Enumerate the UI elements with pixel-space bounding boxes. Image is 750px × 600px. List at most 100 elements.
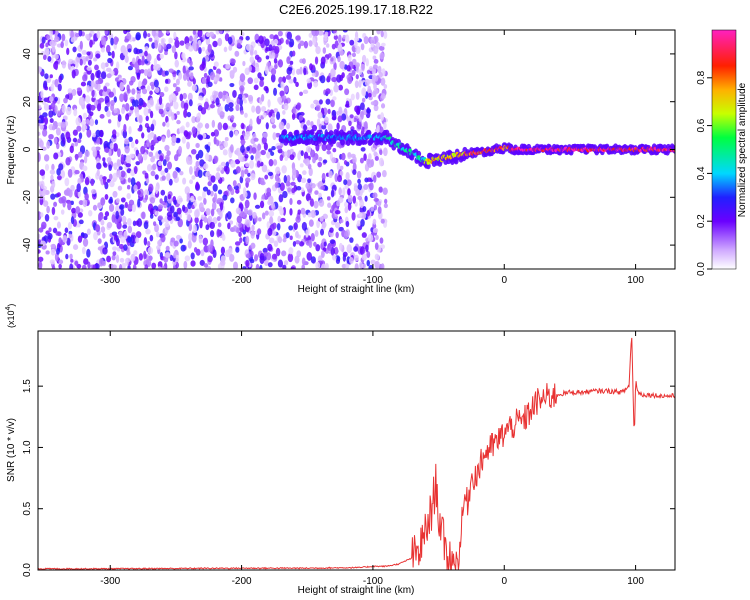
spectrogram-cell bbox=[253, 192, 257, 200]
spectrogram-cell bbox=[93, 231, 98, 241]
spectrogram-cell bbox=[82, 198, 88, 208]
spectrogram-cell bbox=[326, 150, 331, 155]
spectrogram-cell bbox=[245, 259, 250, 267]
spectrogram-cell bbox=[50, 174, 54, 181]
spectrogram-cell bbox=[58, 163, 64, 171]
spectrogram-cell bbox=[262, 247, 268, 254]
spectrogram-cell bbox=[108, 203, 115, 212]
spectrogram-cell bbox=[102, 160, 106, 167]
spectrogram-cell bbox=[339, 170, 344, 177]
spectrogram-cell bbox=[182, 73, 187, 81]
colorbar-gradient bbox=[711, 29, 737, 270]
spectrogram-cell bbox=[67, 168, 73, 178]
spectrogram-cell bbox=[198, 202, 204, 211]
spectrogram-cell bbox=[347, 54, 352, 62]
spectrogram-cell bbox=[38, 119, 44, 124]
spectrogram-cell bbox=[53, 201, 58, 207]
spectrogram-cell bbox=[240, 31, 245, 37]
spectrogram-x-tick-label: -100 bbox=[363, 275, 383, 286]
spectrogram-cell bbox=[264, 174, 269, 180]
spectrogram-cell bbox=[135, 112, 140, 118]
spectrogram-cell bbox=[240, 169, 245, 178]
spectrogram-cell bbox=[239, 97, 243, 107]
spectrogram-cell bbox=[58, 259, 64, 265]
spectrogram-cell bbox=[113, 108, 118, 114]
spectrogram-cell bbox=[330, 189, 335, 198]
spectrogram-cell bbox=[373, 197, 379, 202]
spectrogram-cell bbox=[278, 121, 285, 130]
spectrogram-cell bbox=[349, 114, 354, 119]
spectrogram-cell bbox=[318, 156, 323, 162]
spectrogram-cell bbox=[96, 138, 101, 145]
spectrogram-cell bbox=[360, 130, 364, 137]
spectrogram-cell bbox=[291, 67, 296, 76]
spectrogram-cell bbox=[207, 181, 212, 187]
spectrogram-cell bbox=[49, 74, 53, 79]
spectrogram-cell bbox=[96, 30, 101, 39]
spectrogram-cell bbox=[290, 181, 296, 186]
spectrogram-cell bbox=[316, 219, 320, 229]
spectrogram-cell bbox=[131, 99, 136, 107]
spectrogram-cell bbox=[56, 247, 60, 255]
spectrogram-cell bbox=[265, 122, 269, 130]
spectrogram-cell bbox=[255, 263, 260, 269]
spectrogram-cell bbox=[370, 37, 375, 46]
spectrogram-cell bbox=[224, 30, 231, 33]
spectrogram-cell bbox=[69, 263, 74, 269]
spectrogram-cell bbox=[295, 35, 301, 41]
spectrogram-cell bbox=[144, 50, 148, 57]
spectrogram-cell bbox=[167, 214, 173, 221]
spectrogram-cell bbox=[356, 219, 361, 227]
spectrogram-cell bbox=[98, 97, 105, 103]
spectrogram-cell bbox=[335, 231, 339, 239]
spectrogram-cell bbox=[251, 105, 256, 113]
spectrogram-cell bbox=[268, 44, 273, 52]
spectrogram-cell bbox=[305, 229, 309, 238]
spectrogram-cell bbox=[191, 175, 196, 180]
spectrogram-cell bbox=[213, 61, 219, 68]
spectrogram-cell bbox=[231, 122, 237, 128]
spectrogram-cell bbox=[125, 30, 131, 33]
spectrogram-cell bbox=[107, 119, 112, 124]
spectrogram-cell bbox=[76, 125, 82, 132]
spectrogram-cell bbox=[318, 99, 323, 105]
spectrogram-cell bbox=[216, 228, 221, 238]
spectrogram-cell bbox=[52, 227, 58, 234]
spectrogram-cell bbox=[283, 102, 289, 111]
spectrogram-cell bbox=[302, 170, 307, 176]
spectrogram-cell bbox=[125, 113, 130, 121]
spectrogram-cell bbox=[328, 170, 333, 179]
spectrogram-cell bbox=[98, 257, 104, 267]
spectrogram-cell bbox=[330, 68, 336, 77]
spectrogram-cell bbox=[61, 33, 66, 42]
spectrogram-cell bbox=[249, 258, 255, 264]
spectrogram-cell bbox=[189, 60, 193, 67]
spectrogram-cell bbox=[187, 202, 192, 210]
spectrogram-cell bbox=[363, 183, 369, 191]
spectrogram-cell bbox=[138, 97, 144, 106]
spectrogram-cell bbox=[218, 77, 223, 82]
spectrogram-cell bbox=[209, 230, 215, 238]
spectrogram-cell bbox=[299, 241, 305, 247]
spectrogram-cell bbox=[81, 50, 87, 55]
spectrogram-cell bbox=[95, 129, 101, 138]
spectrogram-cell bbox=[113, 36, 119, 45]
spectrogram-cell bbox=[95, 146, 101, 151]
spectrogram-cell bbox=[124, 138, 130, 145]
spectrogram-cell bbox=[74, 260, 79, 266]
spectrogram-cell bbox=[54, 62, 59, 71]
spectrogram-cell bbox=[261, 94, 265, 102]
spectrogram-cell bbox=[125, 163, 131, 168]
spectrogram-cell bbox=[380, 112, 385, 121]
spectrogram-cell bbox=[111, 50, 115, 59]
spectrogram-cell bbox=[249, 160, 255, 169]
spectrogram-cell bbox=[352, 162, 357, 172]
spectrogram-cell bbox=[144, 172, 149, 179]
spectrogram-cell bbox=[61, 195, 67, 204]
spectrogram-cell bbox=[191, 115, 196, 124]
spectrogram-cell bbox=[370, 259, 376, 265]
spectrogram-cell bbox=[286, 31, 293, 40]
spectrogram-cell bbox=[154, 223, 159, 233]
spectrogram-cell bbox=[358, 69, 363, 76]
spectrogram-cell bbox=[346, 65, 351, 72]
